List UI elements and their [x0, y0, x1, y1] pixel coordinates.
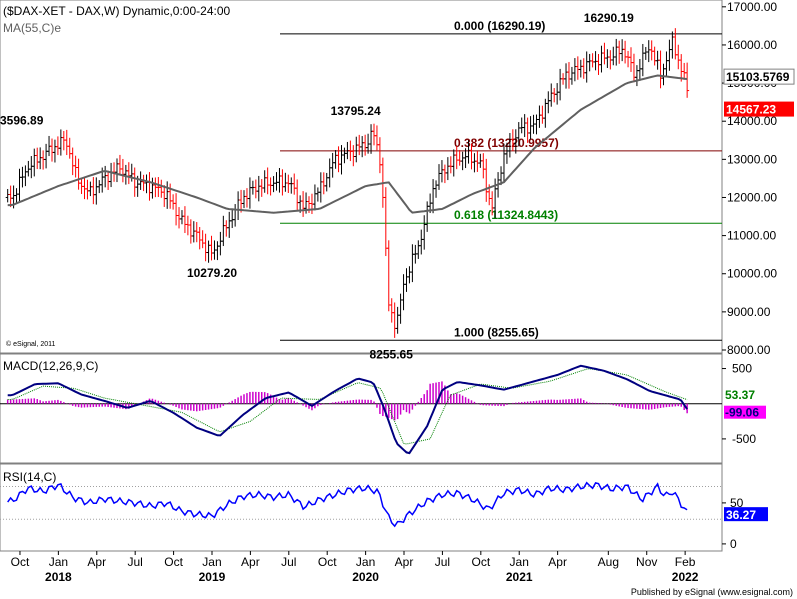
x-year-label: 2021	[506, 570, 533, 584]
rsi-tick-label: 50	[730, 496, 744, 510]
x-axis: Oct Jan Apr Jul Oct Jan Apr Jul Oct Jan Apr Jul Oct J…	[11, 551, 699, 584]
copyright-text: © eSignal, 2011	[6, 340, 56, 348]
x-year-label: 2019	[199, 570, 226, 584]
x-month-label: Aug	[598, 555, 619, 569]
fib-level-label: 1.000 (8255.65)	[454, 325, 539, 339]
x-month-label: Apr	[395, 555, 414, 569]
price-annotation: 10279.20	[187, 266, 237, 280]
price-tick-label: 14000.00	[727, 114, 777, 128]
price-annotation: 3596.89	[0, 114, 44, 128]
rsi-tick-label: 0	[730, 537, 737, 551]
x-month-label: Apr	[87, 555, 106, 569]
macd-panel-frame	[0, 353, 723, 464]
price-layer: 17000.0016000.0015000.0014000.0013000.00…	[0, 0, 795, 361]
macd-tag-box	[724, 387, 764, 401]
macd-tick-label: -500	[732, 432, 756, 446]
macd-layer: 500 -500 53.37 -99.06	[0, 362, 766, 455]
x-month-label: Feb	[675, 555, 696, 569]
fib-level-label: 0.618 (11324.8443)	[454, 208, 558, 222]
price-tag: 14567.23	[726, 103, 776, 117]
fib-level-label: 0.382 (13220.9957)	[454, 136, 559, 150]
x-month-label: Apr	[241, 555, 260, 569]
x-year-label: 2020	[352, 570, 379, 584]
x-month-label: Jul	[128, 555, 143, 569]
x-month-label: Jul	[281, 555, 296, 569]
fib-level-label: 0.000 (16290.19)	[454, 19, 545, 33]
macd-title: MACD(12,26,9,C)	[3, 359, 98, 373]
x-month-label: Jan	[49, 555, 68, 569]
macd-value-tag: -99.06	[725, 406, 759, 420]
price-annotation: 13795.24	[331, 104, 381, 118]
x-month-label: Jul	[435, 555, 450, 569]
macd-tick-label: 500	[732, 362, 752, 376]
x-year-label: 2018	[45, 570, 72, 584]
price-tag-box	[723, 68, 795, 85]
rsi-panel-frame	[0, 463, 723, 552]
x-year-label: 2022	[672, 570, 699, 584]
rsi-tag-box	[724, 507, 768, 522]
price-tick-label: 8000.00	[727, 343, 771, 357]
macd-tag-box	[724, 405, 766, 419]
x-month-label: Oct	[318, 555, 337, 569]
ma55-line	[7, 74, 688, 214]
x-month-label: Apr	[548, 555, 567, 569]
price-tag: 15103.5769	[726, 70, 790, 84]
x-month-label: Jan	[356, 555, 375, 569]
macd-line	[7, 364, 688, 455]
price-tick-label: 17000.00	[727, 0, 777, 14]
footer-text: Published by eSignal (www.esignal.com)	[631, 587, 793, 597]
rsi-layer: 50 0 36.27	[0, 481, 768, 551]
macd-value-tag: 53.37	[725, 388, 755, 402]
price-tick-label: 11000.00	[727, 229, 776, 243]
ma-legend: MA(55,C)e	[3, 21, 61, 35]
price-tick-label: 12000.00	[727, 190, 777, 204]
price-annotation: 8255.65	[370, 347, 414, 361]
price-tick-label: 10000.00	[727, 267, 777, 281]
x-month-label: Nov	[636, 555, 657, 569]
x-month-label: Oct	[164, 555, 183, 569]
price-tag-box	[724, 101, 794, 117]
rsi-line	[7, 481, 688, 528]
macd-signal-line	[7, 368, 688, 445]
price-tick-label: 16000.00	[727, 38, 777, 52]
price-tick-label: 9000.00	[727, 305, 771, 319]
price-annotation: 16290.19	[584, 11, 634, 25]
x-month-label: Jan	[510, 555, 529, 569]
chart-title: ($DAX-XET - DAX,W) Dynamic,0:00-24:00	[3, 4, 231, 18]
x-month-label: Jan	[202, 555, 221, 569]
rsi-title: RSI(14,C)	[3, 470, 56, 484]
x-month-label: Oct	[471, 555, 490, 569]
x-month-label: Oct	[11, 555, 30, 569]
rsi-value-tag: 36.27	[726, 508, 756, 522]
price-tick-label: 13000.00	[727, 152, 777, 166]
